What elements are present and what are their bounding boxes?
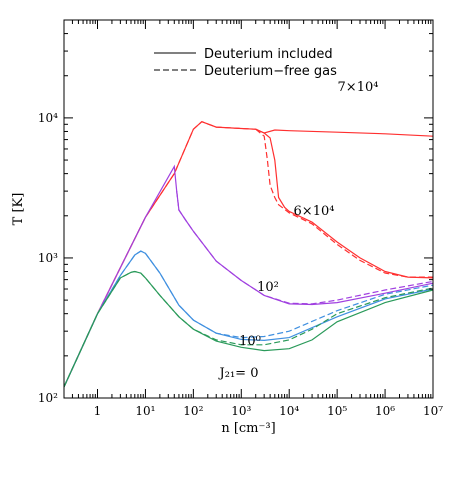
series-line-5 [176, 191, 434, 305]
x-tick-label: 10⁴ [279, 404, 299, 418]
series-line-2 [255, 128, 434, 279]
curve-labels: 7×10⁴ 6×10⁴ 10² 10⁰ J₂₁= 0 [218, 80, 379, 381]
ticks: 1 10¹ 10² 10³ 10⁴ 10⁵ 10⁶ 10⁷ 10² 10³ 10⁴ [38, 19, 443, 418]
plot-frame [63, 19, 434, 399]
curve-label: 6×10⁴ [294, 204, 335, 219]
curve-label: 10⁰ [239, 334, 261, 349]
y-tick-label: 10³ [38, 251, 58, 265]
x-tick-label: 1 [94, 404, 102, 418]
x-axis-label: n [cm⁻³] [221, 421, 275, 436]
x-tick-label: 10² [183, 404, 203, 418]
series-line-7 [63, 250, 434, 388]
x-tick-label: 10¹ [135, 404, 155, 418]
series-line-0 [63, 121, 434, 388]
legend: Deuterium included Deuterium−free gas [154, 47, 337, 79]
curve-label: J₂₁= 0 [218, 366, 259, 381]
legend-entry: Deuterium−free gas [204, 64, 337, 79]
y-tick-label: 10⁴ [38, 111, 58, 125]
y-tick-label: 10² [38, 391, 58, 405]
curve-label: 7×10⁴ [338, 80, 379, 95]
series-line-1 [63, 121, 261, 388]
x-tick-label: 10³ [231, 404, 251, 418]
x-tick-label: 10⁵ [327, 404, 347, 418]
x-tick-label: 10⁷ [423, 404, 443, 418]
legend-entry: Deuterium included [204, 47, 333, 62]
series-line-9 [63, 270, 434, 388]
y-axis-label: T [K] [11, 193, 26, 226]
curve-label: 10² [257, 280, 279, 295]
curves [63, 121, 434, 388]
series-line-3 [255, 128, 433, 278]
x-tick-label: 10⁶ [375, 404, 395, 418]
